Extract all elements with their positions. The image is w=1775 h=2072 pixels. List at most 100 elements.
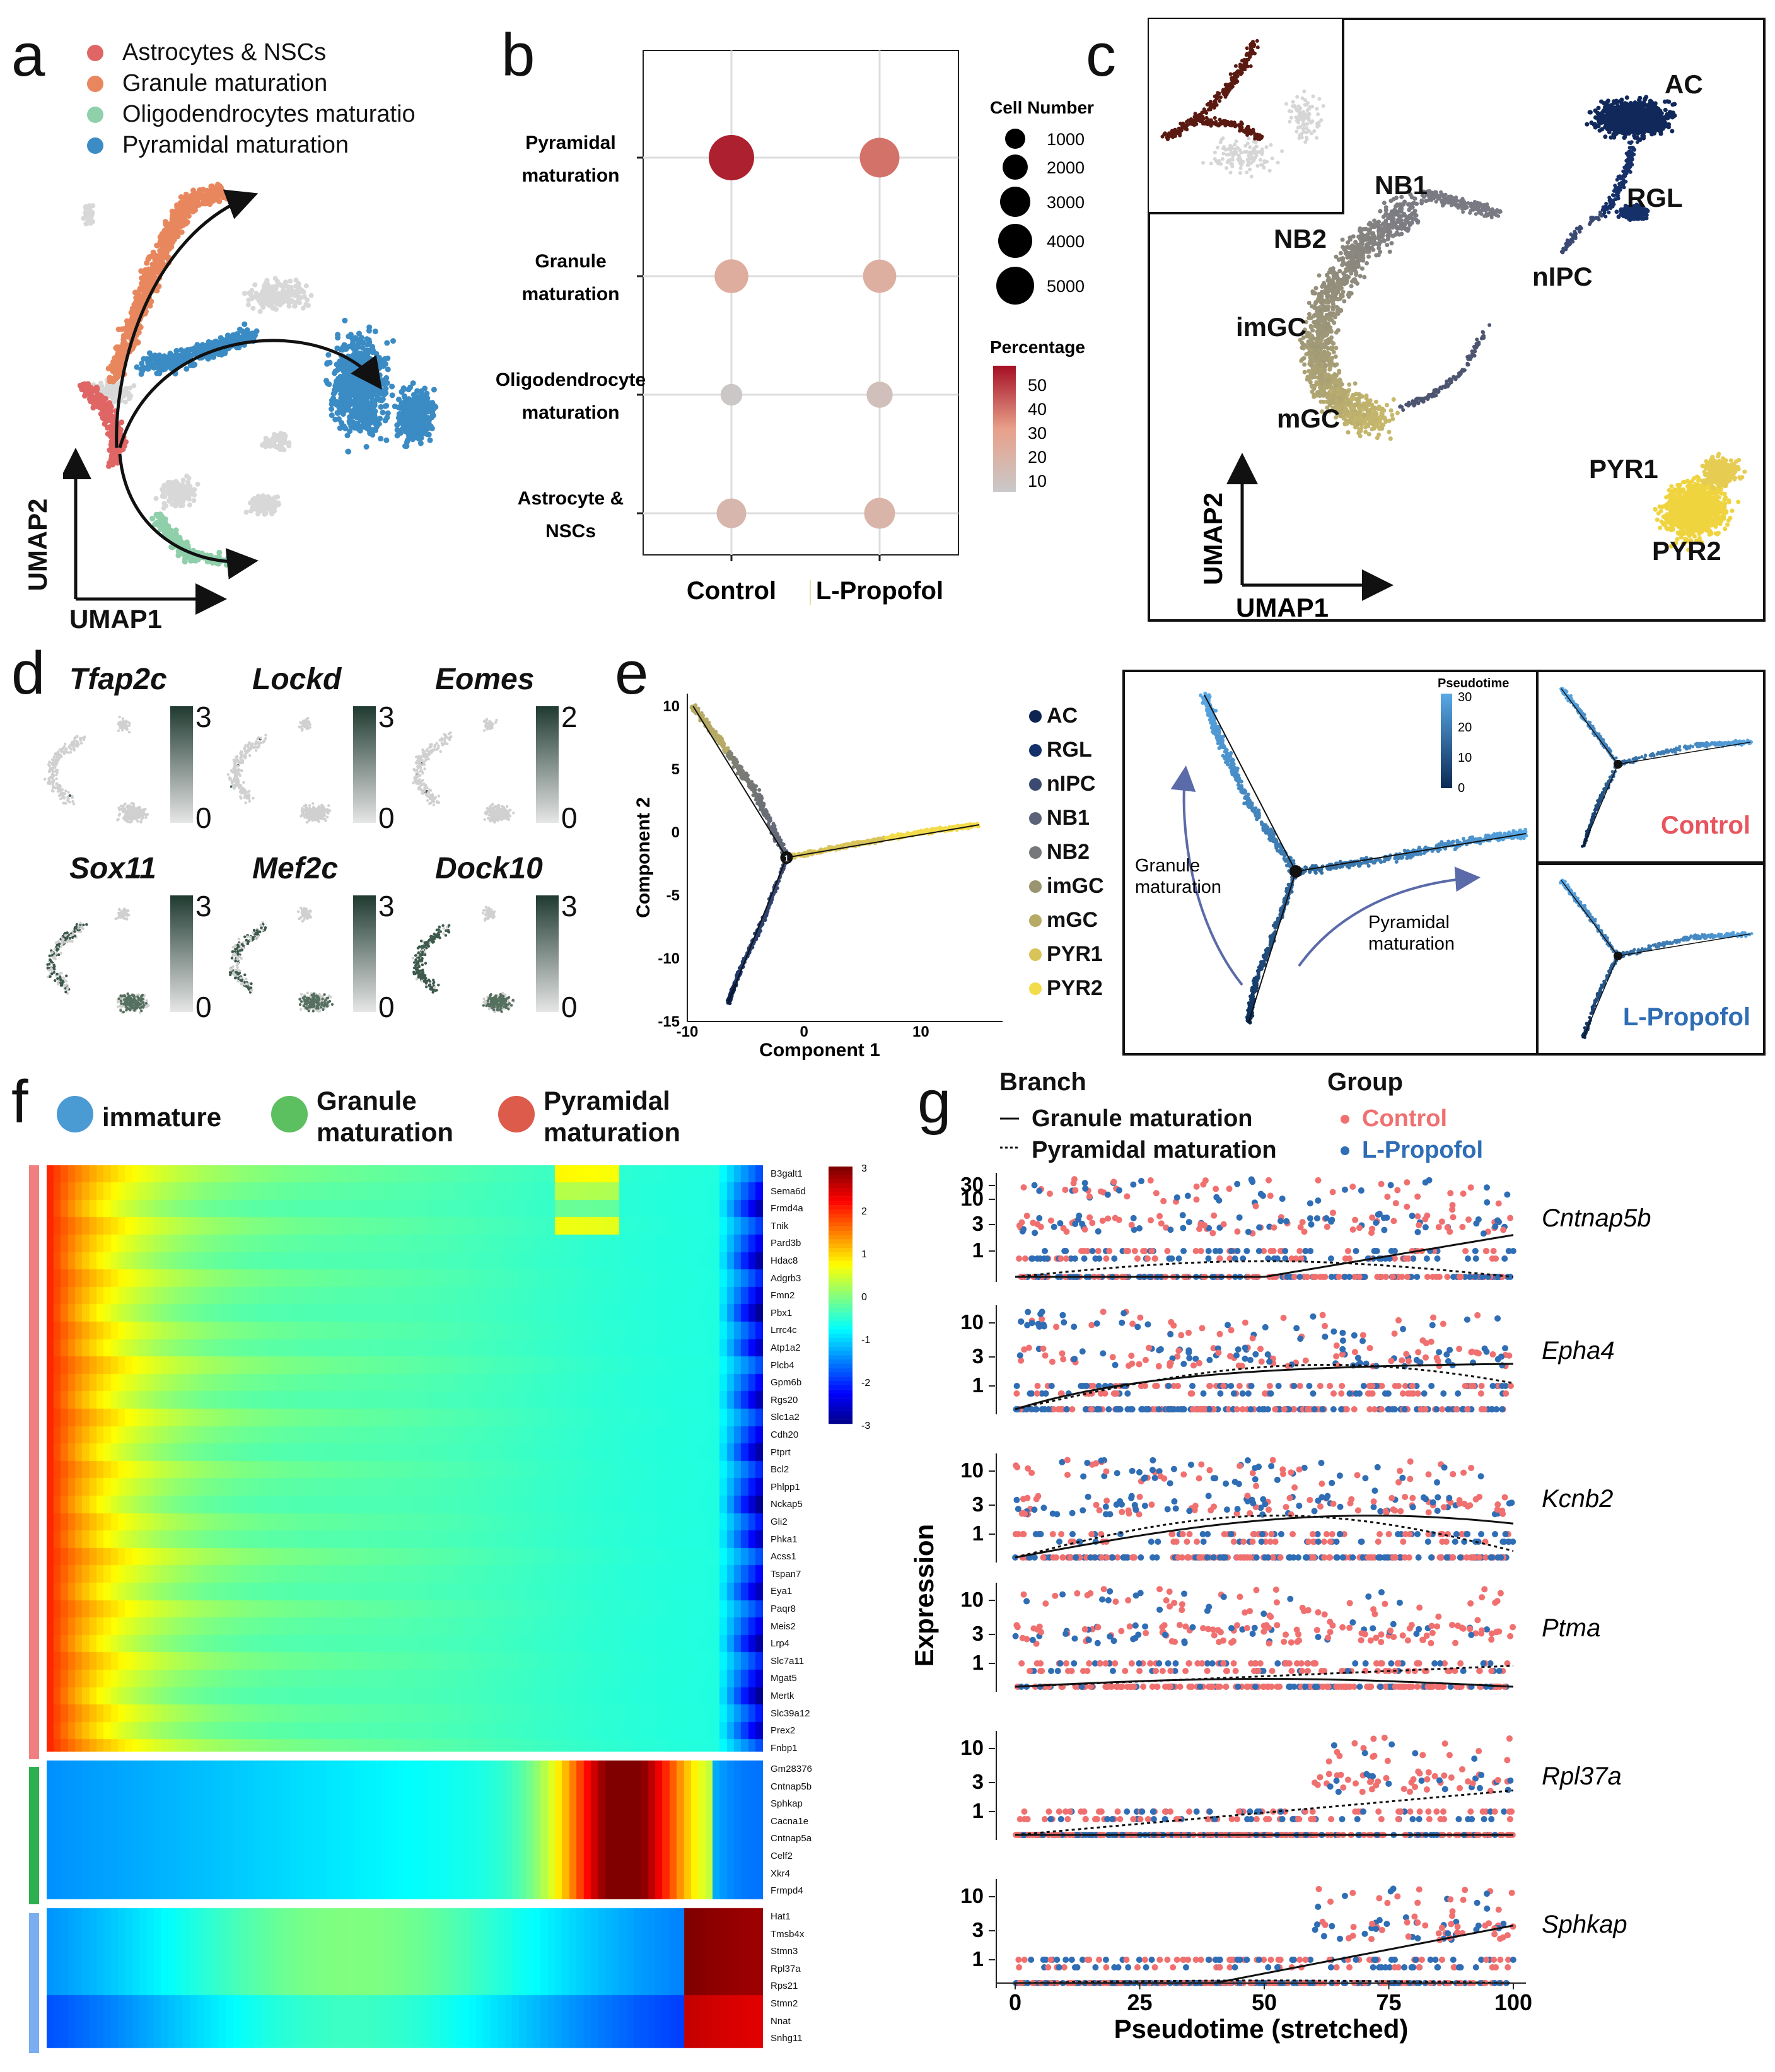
cell-point — [1305, 137, 1309, 141]
cell-point — [1404, 218, 1409, 223]
cell-point — [1235, 146, 1240, 150]
cell-point — [364, 425, 370, 431]
cell-point — [396, 396, 402, 402]
grey-cluster — [81, 203, 96, 226]
ytick-label: maturation — [521, 165, 619, 186]
cell-point — [326, 381, 332, 387]
cell-point — [1311, 94, 1315, 98]
size-legend-dot — [998, 224, 1032, 258]
cell-point — [115, 351, 121, 358]
cell-point — [1247, 136, 1251, 141]
cell-point — [1228, 88, 1232, 92]
cell-point — [185, 212, 192, 219]
cell-point — [1239, 120, 1243, 124]
cell-point — [1213, 102, 1218, 107]
cell-point — [336, 365, 342, 371]
cell-point — [180, 477, 186, 483]
cell-point — [272, 276, 278, 281]
inset-frame — [1148, 18, 1344, 214]
cell-point — [1399, 231, 1404, 236]
cell-point — [1414, 201, 1419, 206]
cell-point — [417, 399, 424, 405]
cell-point — [1238, 124, 1242, 128]
size-legend-label: 1000 — [1047, 130, 1085, 149]
cell-point — [340, 345, 347, 351]
cell-point — [1307, 300, 1312, 305]
cell-point — [402, 443, 408, 449]
cell-point — [1340, 262, 1345, 267]
color-legend-label: 30 — [1028, 424, 1047, 443]
cell-point — [184, 473, 190, 479]
cell-point — [272, 495, 277, 501]
cell-point — [352, 405, 358, 411]
cell-point — [156, 366, 162, 372]
legend-dot — [87, 137, 103, 154]
ytick-label: maturation — [521, 402, 619, 423]
cell-point — [367, 347, 373, 354]
cell-point — [185, 479, 191, 485]
cell-point — [1332, 320, 1337, 325]
cell-point — [280, 433, 286, 438]
cell-point — [1245, 46, 1249, 50]
ytick-label: Granule — [535, 251, 606, 272]
cell-point — [106, 414, 112, 420]
cell-point — [1245, 149, 1249, 154]
cell-point — [121, 325, 127, 332]
cell-point — [1377, 426, 1382, 431]
cell-point — [1388, 436, 1393, 441]
cell-point — [1356, 235, 1361, 240]
cell-point — [194, 200, 200, 206]
cell-point — [271, 293, 276, 298]
cell-point — [334, 402, 340, 408]
cell-point — [244, 327, 250, 334]
cell-point — [363, 444, 370, 450]
cell-point — [1304, 352, 1309, 357]
cell-point — [367, 384, 373, 390]
cell-point — [257, 293, 263, 298]
cell-point — [1214, 95, 1219, 99]
cell-point — [1376, 433, 1382, 438]
cell-point — [199, 201, 206, 207]
cell-point — [218, 186, 224, 192]
cell-point — [161, 359, 168, 365]
cell-point — [189, 195, 195, 201]
cell-point — [1185, 120, 1189, 124]
cell-point — [123, 386, 129, 392]
cell-point — [1254, 153, 1259, 158]
cell-point — [108, 375, 115, 381]
cell-point — [427, 437, 433, 443]
cell-point — [162, 219, 168, 225]
cell-point — [1324, 339, 1329, 344]
cell-point — [349, 410, 355, 416]
cell-point — [378, 436, 384, 442]
cell-point — [348, 423, 354, 429]
cell-point — [192, 487, 197, 492]
cell-point — [348, 399, 354, 405]
cell-point — [361, 352, 368, 358]
cell-point — [149, 515, 156, 521]
cell-point — [84, 221, 90, 226]
cell-point — [161, 517, 168, 523]
cell-point — [1288, 119, 1292, 124]
cell-point — [156, 511, 163, 518]
cell-point — [394, 422, 400, 428]
cell-point — [1246, 127, 1250, 132]
cell-point — [1234, 139, 1238, 144]
cell-point — [120, 332, 127, 339]
cell-point — [1300, 357, 1305, 362]
dot-control-3 — [716, 498, 747, 528]
cell-point — [187, 554, 194, 561]
cell-point — [1338, 251, 1343, 256]
cell-point — [376, 385, 383, 392]
cell-point — [405, 387, 412, 393]
cell-point — [352, 393, 358, 400]
cell-point — [225, 334, 231, 340]
cell-point — [1276, 160, 1280, 165]
cell-point — [105, 424, 111, 431]
cell-point — [1220, 156, 1225, 161]
cell-point — [1221, 151, 1226, 156]
cell-point — [173, 347, 180, 354]
dot-control-2 — [720, 383, 743, 406]
cell-point — [1259, 136, 1263, 141]
panel-a-legend-item: Oligodendrocytes maturatio — [87, 101, 416, 128]
